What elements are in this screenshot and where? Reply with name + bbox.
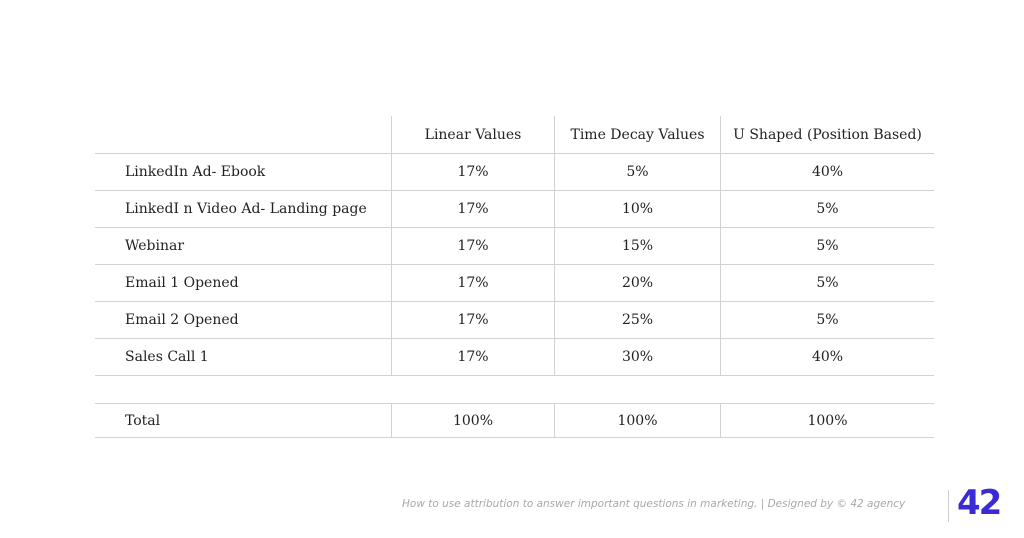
table-row: LinkedIn Ad- Ebook 17% 5% 40% <box>95 153 934 190</box>
table-total-row: Total 100% 100% 100% <box>95 403 934 438</box>
footer-divider <box>948 490 949 522</box>
row-label: LinkedI n Video Ad- Landing page <box>125 201 367 217</box>
u-shaped-value: 5% <box>720 191 934 227</box>
table-row: Email 1 Opened 17% 20% 5% <box>95 264 934 301</box>
header-cell-empty <box>95 116 391 153</box>
table-spacer-row <box>95 375 934 403</box>
row-label: LinkedIn Ad- Ebook <box>125 164 266 180</box>
u-shaped-value: 5% <box>720 302 934 338</box>
agency-logo: 42 <box>957 483 1002 523</box>
u-shaped-value: 5% <box>720 228 934 264</box>
header-time-decay-values: Time Decay Values <box>554 116 720 153</box>
attribution-table: Linear Values Time Decay Values U Shaped… <box>95 116 934 438</box>
table-row: Sales Call 1 17% 30% 40% <box>95 338 934 375</box>
total-linear: 100% <box>391 404 554 437</box>
linear-value: 17% <box>391 339 554 375</box>
total-time-decay: 100% <box>554 404 720 437</box>
linear-value: 17% <box>391 191 554 227</box>
time-decay-value: 30% <box>554 339 720 375</box>
linear-value: 17% <box>391 154 554 190</box>
total-label: Total <box>125 412 161 429</box>
time-decay-value: 10% <box>554 191 720 227</box>
row-label: Webinar <box>125 238 185 254</box>
table-header-row: Linear Values Time Decay Values U Shaped… <box>95 116 934 153</box>
linear-value: 17% <box>391 302 554 338</box>
spacer-cell <box>95 376 391 403</box>
row-label: Email 2 Opened <box>125 312 239 328</box>
total-u-shaped: 100% <box>720 404 934 437</box>
u-shaped-value: 5% <box>720 265 934 301</box>
time-decay-value: 5% <box>554 154 720 190</box>
time-decay-value: 25% <box>554 302 720 338</box>
table-row: Webinar 17% 15% 5% <box>95 227 934 264</box>
u-shaped-value: 40% <box>720 154 934 190</box>
time-decay-value: 20% <box>554 265 720 301</box>
header-u-shaped: U Shaped (Position Based) <box>720 116 934 153</box>
u-shaped-value: 40% <box>720 339 934 375</box>
linear-value: 17% <box>391 228 554 264</box>
linear-value: 17% <box>391 265 554 301</box>
table-row: Email 2 Opened 17% 25% 5% <box>95 301 934 338</box>
header-linear-values: Linear Values <box>391 116 554 153</box>
footer-caption: How to use attribution to answer importa… <box>402 498 906 510</box>
time-decay-value: 15% <box>554 228 720 264</box>
row-label: Sales Call 1 <box>125 349 209 365</box>
table-row: LinkedI n Video Ad- Landing page 17% 10%… <box>95 190 934 227</box>
row-label: Email 1 Opened <box>125 275 239 291</box>
